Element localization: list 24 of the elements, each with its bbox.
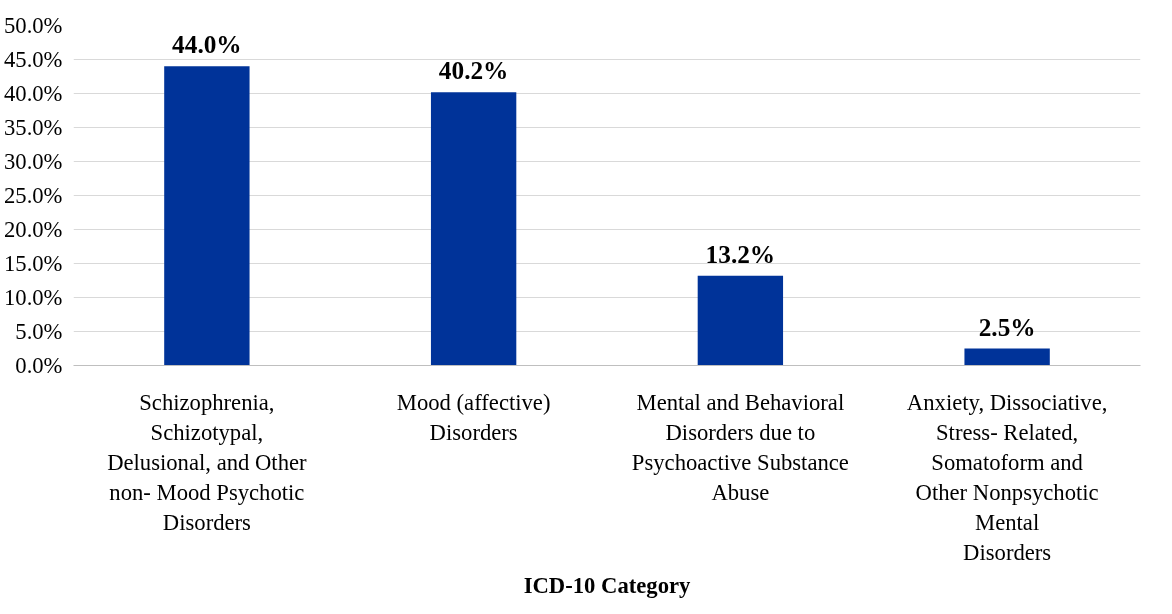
bar bbox=[430, 92, 517, 366]
y-tick-label: 40.0% bbox=[3, 81, 63, 106]
x-tick-label: Mood (affective) Disorders bbox=[396, 389, 551, 445]
data-label: 40.2% bbox=[438, 56, 509, 85]
x-axis-title: ICD-10 Category bbox=[523, 572, 692, 598]
y-tick-label: 35.0% bbox=[3, 115, 63, 140]
data-label: 44.0% bbox=[172, 30, 242, 59]
data-label: 13.2% bbox=[705, 239, 776, 268]
y-tick-label: 30.0% bbox=[3, 149, 63, 174]
bar bbox=[164, 66, 250, 366]
x-tick-label: Schizophrenia, Schizotypal, Delusional, and Other non- Mood Psychotic Disorders bbox=[107, 389, 308, 535]
bar bbox=[697, 275, 784, 366]
y-tick-label: 10.0% bbox=[3, 285, 63, 310]
y-tick-label: 20.0% bbox=[3, 217, 63, 242]
data-label: 2.5% bbox=[978, 312, 1036, 341]
y-tick-label: 0.0% bbox=[15, 353, 63, 378]
y-tick-label: 25.0% bbox=[3, 183, 63, 208]
bar bbox=[964, 348, 1050, 366]
x-tick-label: Mental and Behavioral Disorders due to Psychoactive Substance Abuse bbox=[631, 389, 849, 505]
y-tick-label: 45.0% bbox=[3, 47, 63, 72]
y-tick-label: 50.0% bbox=[3, 13, 63, 38]
y-tick-label: 5.0% bbox=[15, 319, 63, 344]
x-tick-label: Anxiety, Dissociative, Stress- Related, Somatoform and Other Nonpsychotic Mental Disorders bbox=[906, 389, 1108, 565]
y-tick-label: 15.0% bbox=[3, 251, 63, 276]
